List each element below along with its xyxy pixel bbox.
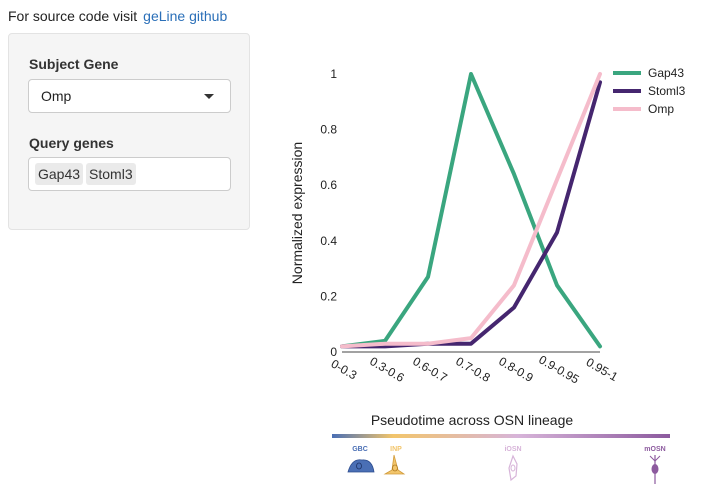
legend-label-gap43: Gap43	[648, 66, 684, 80]
y-axis-title: Normalized expression	[289, 142, 305, 284]
x-tick-label: 0.6-0.7	[410, 354, 450, 385]
x-tick-label: 0-0.3	[329, 357, 360, 383]
query-tag-stoml3[interactable]: Stoml3	[86, 163, 136, 185]
x-axis-title: Pseudotime across OSN lineage	[371, 412, 574, 428]
github-link[interactable]: geLine github	[143, 8, 228, 24]
gbc-nucleus-icon	[356, 462, 362, 470]
gbc-cell-icon	[347, 459, 375, 473]
y-tick-label: 1	[330, 67, 337, 81]
y-tick-label: 0.6	[320, 178, 337, 192]
x-tick-label: 0.95-1	[584, 355, 621, 384]
legend-label-omp: Omp	[648, 102, 674, 116]
stage-label-gbc: GBC	[352, 446, 368, 453]
subject-gene-value: Omp	[41, 88, 72, 104]
x-tick-label: 0.8-0.9	[496, 354, 536, 385]
source-code-text: For source code visit	[8, 8, 138, 24]
iosn-nucleus-icon	[510, 464, 516, 472]
series-line-gap43	[340, 72, 602, 349]
series-line-omp	[340, 72, 602, 349]
series-line-stoml3	[340, 80, 602, 349]
source-code-line: For source code visit geLine github	[8, 8, 227, 24]
y-tick-label: 0.8	[320, 123, 337, 137]
subject-gene-label: Subject Gene	[29, 56, 119, 72]
query-tag-gap43[interactable]: Gap43	[35, 163, 84, 185]
x-tick-label: 0.3-0.6	[367, 354, 407, 385]
iosn-cell-icon	[508, 454, 518, 482]
mosn-cell-icon	[651, 464, 659, 474]
legend-label-stoml3: Stoml3	[648, 84, 686, 98]
stage-label-inp: INP	[390, 446, 402, 453]
y-tick-label: 0.2	[320, 289, 337, 303]
stage-label-mosn: mOSN	[644, 446, 665, 453]
inp-nucleus-icon	[392, 464, 398, 472]
query-genes-input[interactable]: Gap43 Stoml3	[28, 157, 231, 191]
subject-gene-select[interactable]: Omp	[28, 79, 231, 113]
input-panel: Subject Gene Omp Query genes Gap43 Stoml…	[8, 33, 250, 230]
y-tick-label: 0.4	[320, 234, 337, 248]
x-tick-label: 0.7-0.8	[453, 354, 493, 385]
lineage-gradient-bar	[332, 434, 670, 438]
query-genes-label: Query genes	[29, 135, 114, 151]
stage-label-iosn: iOSN	[504, 446, 521, 453]
y-tick-label: 0	[330, 345, 337, 359]
chevron-down-icon	[204, 94, 214, 99]
mosn-cilia-icon	[649, 455, 661, 462]
x-tick-label: 0.9-0.95	[536, 352, 581, 386]
inp-cell-icon	[383, 454, 406, 475]
